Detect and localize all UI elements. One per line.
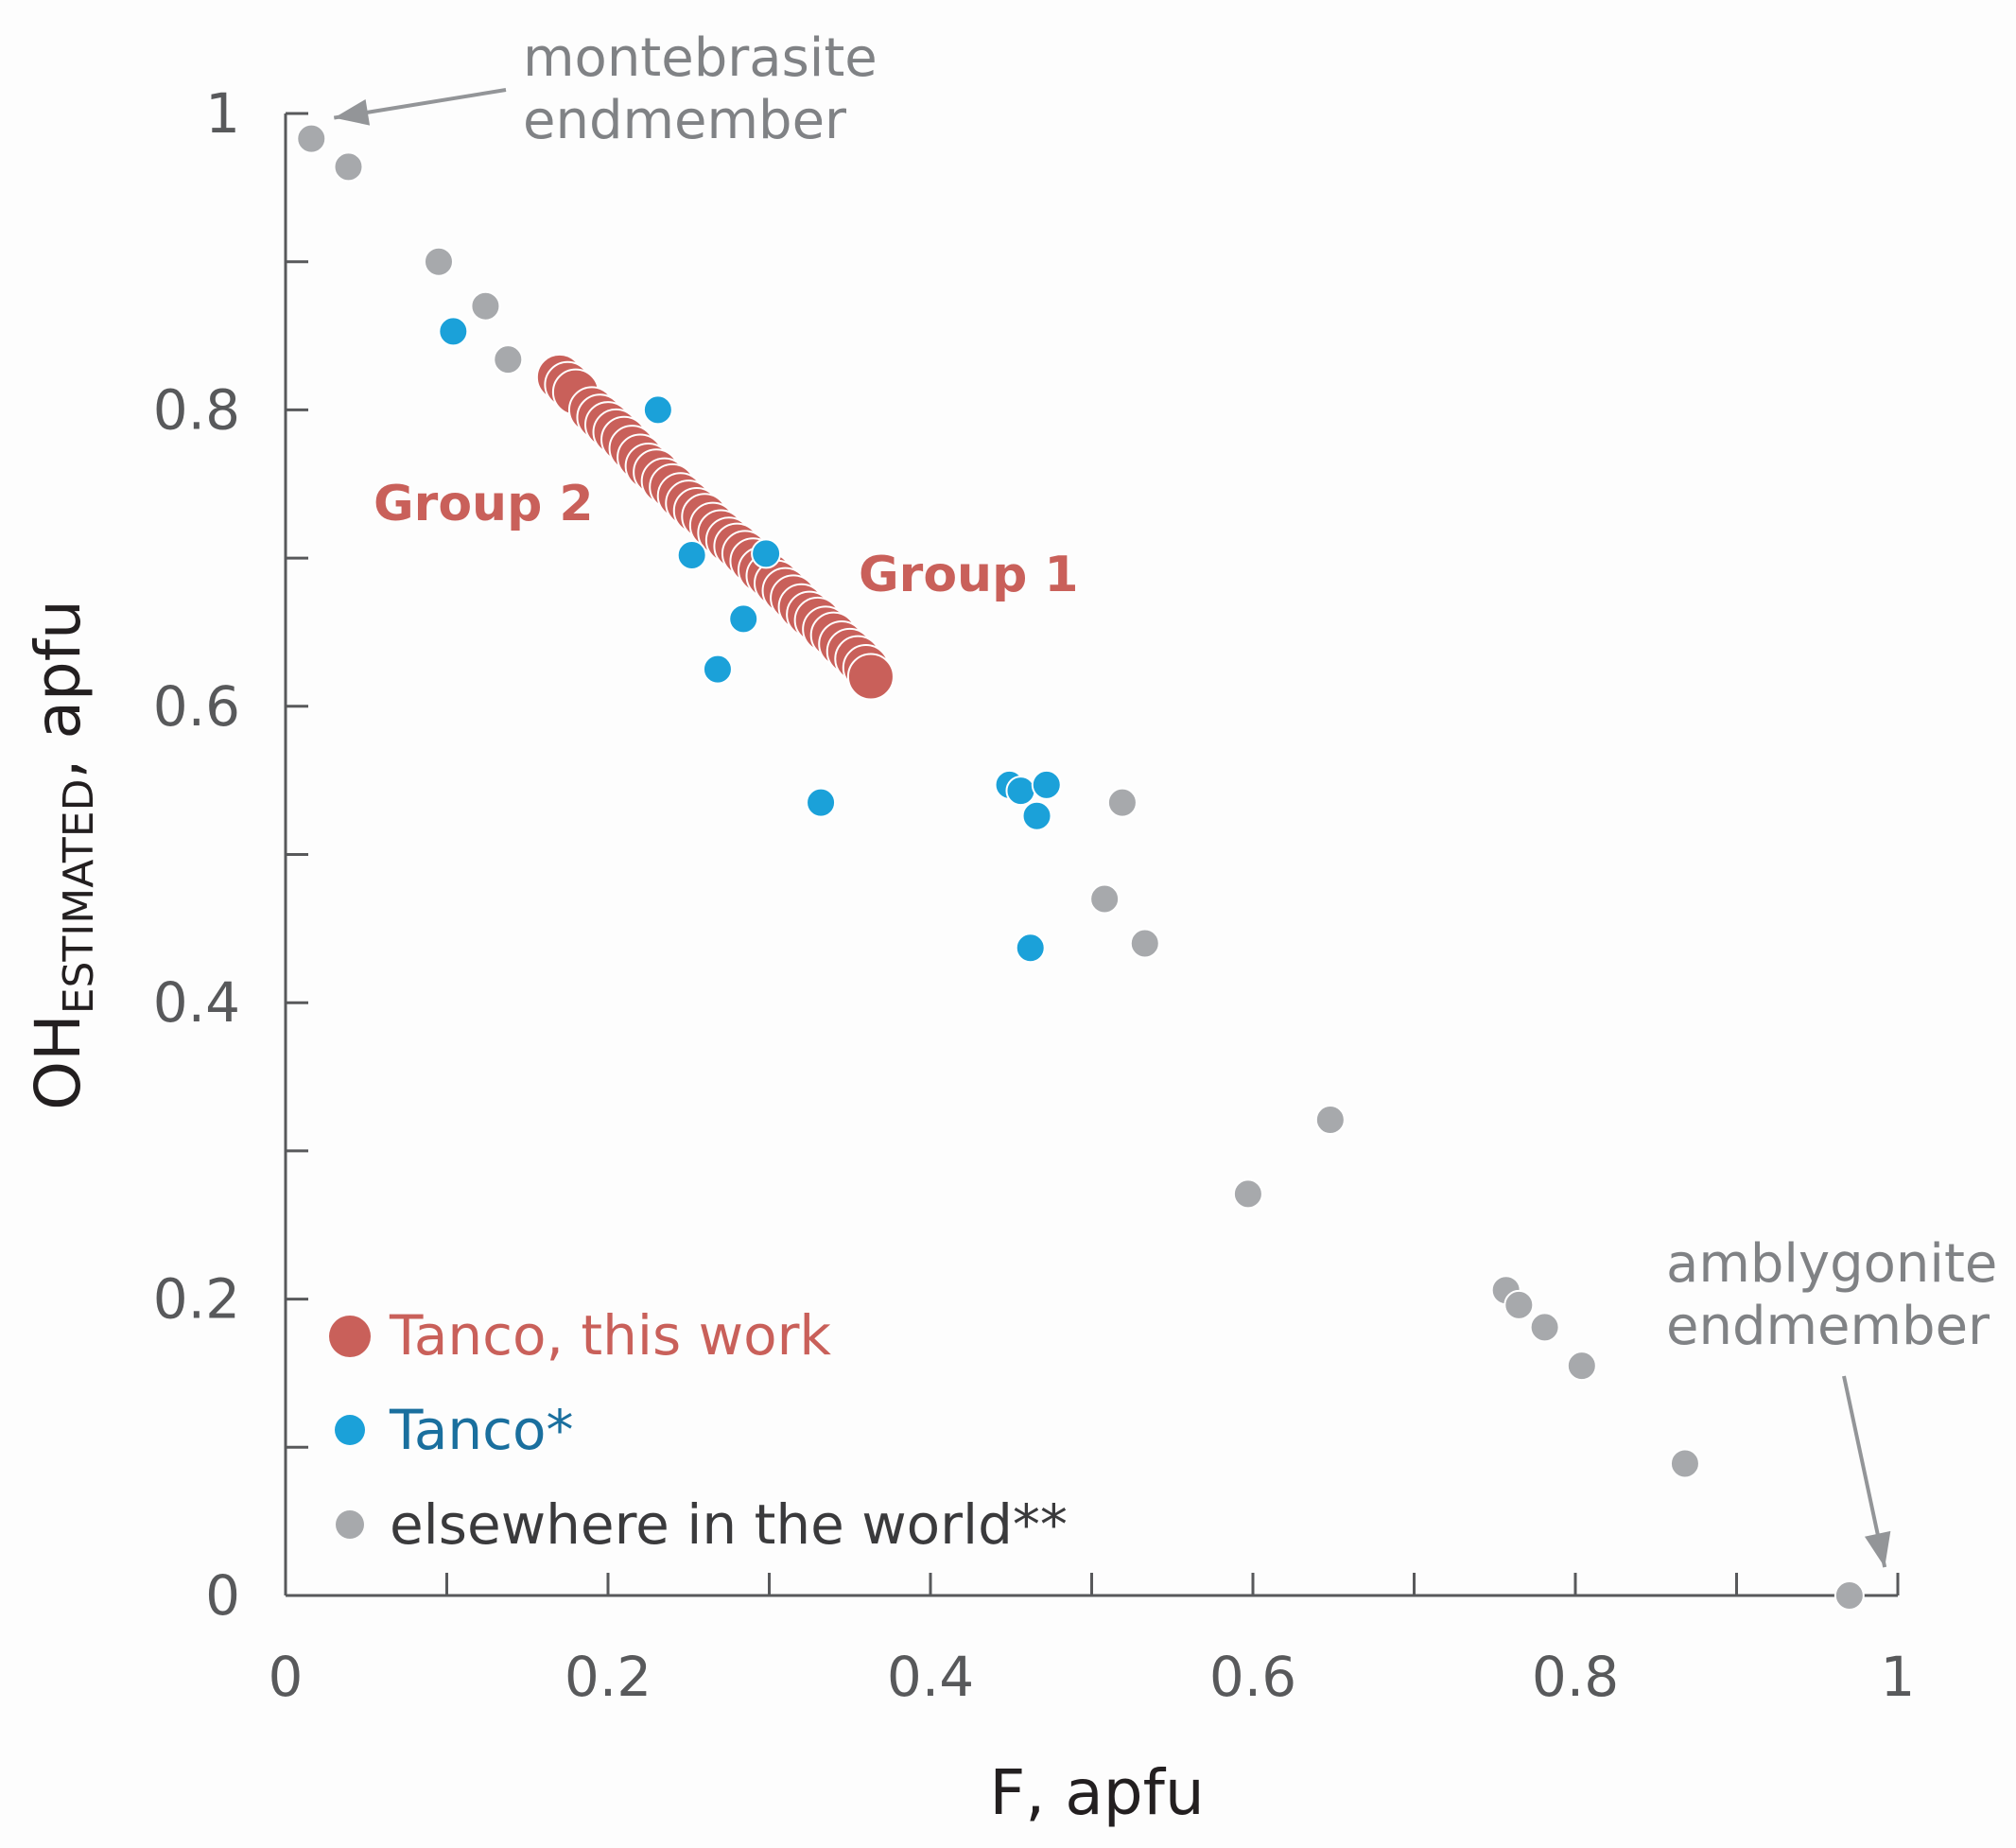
y-tick-label: 1 (205, 81, 240, 146)
y-tick-label: 0.2 (153, 1267, 240, 1332)
amblygonite-line-1: amblygonite (1666, 1233, 1997, 1295)
point-elsewhere (493, 344, 524, 375)
x-tick-label: 0 (269, 1645, 304, 1709)
annotations: montebrasite endmember amblygonite endmemb… (523, 27, 1997, 1357)
montebrasite-line-1: montebrasite (523, 27, 878, 89)
legend-label-elsewhere: elsewhere in the world** (390, 1492, 1068, 1557)
y-axis-title-suffix: , apfu (22, 600, 95, 778)
point-tanco (1021, 800, 1052, 831)
point-elsewhere (1669, 1448, 1700, 1479)
annotation-arrows (333, 88, 1891, 1568)
point-elsewhere (1503, 1289, 1535, 1320)
point-elsewhere (1232, 1178, 1263, 1210)
point-tanco (438, 316, 469, 347)
point-tanco (751, 538, 782, 569)
point-elsewhere (1834, 1580, 1865, 1611)
point-elsewhere (423, 246, 454, 277)
montebrasite-annotation: montebrasite endmember (523, 27, 878, 151)
montebrasite-arrow (333, 88, 507, 126)
ticks (286, 112, 1900, 1595)
point-tanco (1031, 769, 1062, 800)
point-tanco (702, 654, 733, 685)
y-tick-label: 0 (205, 1563, 240, 1628)
legend-label-tanco-this-work: Tanco, this work (389, 1303, 831, 1368)
amblygonite-arrow (1842, 1375, 1891, 1568)
legend-label-tanco: Tanco* (389, 1398, 574, 1462)
x-tick-label: 1 (1881, 1645, 1916, 1709)
x-tick-label: 0.4 (887, 1645, 974, 1709)
series-tanco (438, 316, 1062, 964)
point-tanco-this-work (846, 653, 895, 701)
point-elsewhere (1314, 1104, 1346, 1135)
group-1-label: Group 1 (859, 547, 1079, 603)
point-elsewhere (333, 151, 364, 183)
legend-marker-tanco-this-work (329, 1316, 371, 1357)
x-tick-label: 0.6 (1209, 1645, 1296, 1709)
x-tick-label: 0.2 (565, 1645, 652, 1709)
data-points (296, 123, 1865, 1611)
y-axis-title: OHESTIMATED, apfu (22, 600, 103, 1110)
point-elsewhere (470, 290, 501, 322)
y-axis-title-subscript: ESTIMATED (55, 779, 103, 1015)
point-tanco (728, 603, 759, 635)
y-axis-title-main: OH (22, 1014, 95, 1110)
tick-labels: 0 0.2 0.4 0.6 0.8 1 0 0.2 0.4 0.6 0.8 1 (153, 81, 1916, 1709)
point-elsewhere (1129, 928, 1160, 959)
legend-marker-elsewhere (336, 1510, 364, 1539)
y-tick-label: 0.8 (153, 377, 240, 442)
point-tanco (806, 787, 837, 818)
point-tanco (676, 539, 707, 570)
group-2-label: Group 2 (374, 476, 594, 532)
series-elsewhere (296, 123, 1865, 1611)
amblygonite-annotation: amblygonite endmember (1666, 1233, 1997, 1357)
point-elsewhere (296, 123, 327, 154)
point-elsewhere (1089, 883, 1121, 915)
x-tick-label: 0.8 (1532, 1645, 1619, 1709)
amblygonite-line-2: endmember (1666, 1296, 1990, 1357)
point-tanco (1015, 933, 1046, 964)
point-elsewhere (1566, 1351, 1597, 1382)
point-tanco (1005, 776, 1036, 807)
legend: Tanco, this work Tanco* elsewhere in the… (329, 1303, 1068, 1557)
point-elsewhere (1106, 787, 1138, 818)
x-axis-title: F, apfu (989, 1756, 1204, 1829)
point-tanco (642, 394, 673, 426)
montebrasite-line-2: endmember (523, 90, 847, 151)
montebrasite-arrow-head (334, 98, 371, 126)
y-tick-label: 0.4 (153, 970, 240, 1035)
legend-marker-tanco (335, 1415, 365, 1445)
point-elsewhere (1529, 1312, 1560, 1343)
series-tanco-this-work (535, 353, 895, 701)
amblygonite-arrow-head (1864, 1530, 1891, 1568)
y-tick-label: 0.6 (153, 674, 240, 739)
